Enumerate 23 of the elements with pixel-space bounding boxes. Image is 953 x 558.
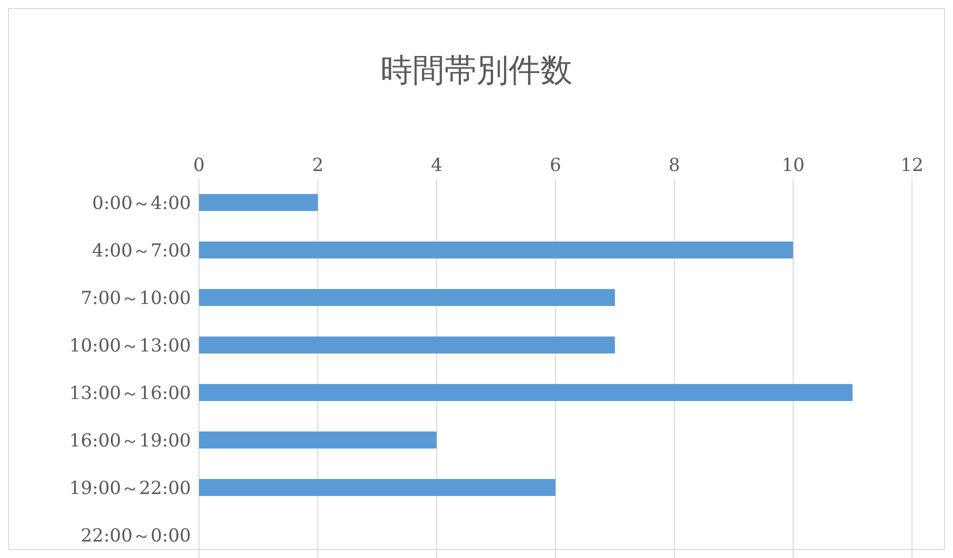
bar	[199, 384, 853, 401]
y-tick-label: 19:00～22:00	[69, 478, 191, 500]
y-tick-label: 4:00～7:00	[92, 240, 191, 262]
x-tick-label: 2	[312, 155, 324, 176]
x-tick-label: 12	[900, 155, 924, 176]
bar	[199, 289, 615, 306]
x-tick-label: 6	[550, 155, 562, 176]
x-tick-label: 0	[193, 155, 205, 176]
chart-title: 時間帯別件数	[380, 50, 574, 91]
y-tick-label: 22:00～0:00	[80, 526, 191, 547]
bar	[199, 336, 615, 354]
bar	[199, 432, 437, 448]
y-tick-label: 16:00～19:00	[69, 430, 191, 452]
bar	[199, 194, 318, 211]
x-tick-label: 4	[430, 155, 442, 176]
x-tick-label: 8	[668, 155, 680, 176]
y-tick-label: 7:00～10:00	[80, 288, 191, 310]
bar	[199, 479, 556, 496]
y-tick-label: 10:00～13:00	[69, 336, 191, 357]
bar	[199, 242, 794, 258]
y-tick-label: 0:00～4:00	[92, 193, 191, 214]
y-tick-label: 13:00～16:00	[69, 383, 191, 404]
x-tick-label: 10	[782, 155, 805, 176]
